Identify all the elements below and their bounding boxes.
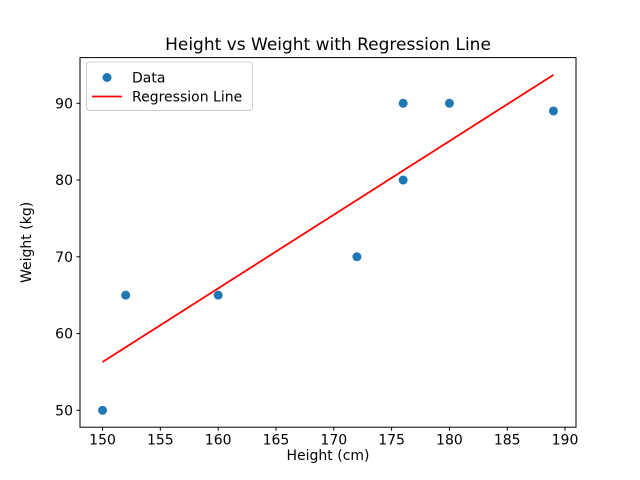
regression-line [102, 74, 554, 363]
legend-label-regression: Regression Line [132, 90, 242, 106]
x-tick-label: 175 [378, 433, 405, 449]
y-tick-label: 70 [55, 250, 73, 266]
x-ticks: 150 155 160 165 170 175 180 185 190 [89, 427, 578, 449]
y-tick-label: 80 [55, 173, 73, 189]
chart-title: Height vs Weight with Regression Line [165, 35, 491, 55]
scatter-point [98, 405, 108, 415]
plot-frame [79, 57, 577, 428]
x-tick-label: 150 [89, 433, 116, 449]
scatter-point [548, 106, 558, 116]
legend-frame [86, 61, 253, 111]
scatter-point [398, 98, 408, 108]
legend-scatter-marker-icon [102, 73, 112, 82]
scatter-point [352, 252, 362, 262]
x-tick-label: 180 [436, 433, 463, 449]
y-tick-label: 60 [55, 327, 73, 343]
x-tick-label: 170 [320, 433, 347, 449]
x-tick-label: 190 [552, 433, 579, 449]
scatter-point [398, 175, 408, 185]
legend: Data Regression Line [86, 61, 253, 111]
y-ticks: 50 60 70 80 90 [55, 96, 80, 419]
legend-label-data: Data [132, 71, 165, 87]
x-axis-label: Height (cm) [287, 448, 370, 464]
y-axis-label: Weight (kg) [19, 202, 35, 283]
scatter-point [121, 290, 131, 300]
scatter-point [444, 98, 454, 108]
x-tick-label: 185 [494, 433, 521, 449]
regression-line-group [102, 74, 554, 363]
y-tick-label: 90 [55, 96, 73, 112]
y-tick-label: 50 [55, 403, 73, 419]
x-tick-label: 155 [147, 433, 174, 449]
scatter-point [213, 290, 223, 300]
x-tick-label: 160 [205, 433, 232, 449]
scatter-points-group [98, 98, 558, 415]
x-tick-label: 165 [263, 433, 290, 449]
